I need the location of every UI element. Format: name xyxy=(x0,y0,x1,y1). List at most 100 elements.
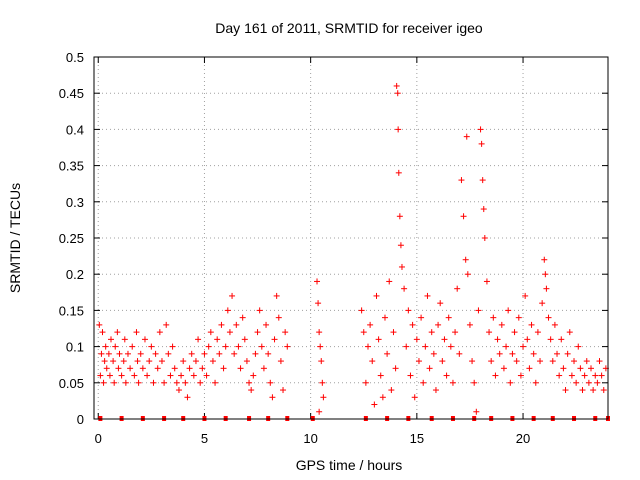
y-tick-label: 0.15 xyxy=(59,303,84,318)
y-axis-ticks: 0 0.05 0.1 0.15 0.2 0.25 0.3 0.35 0.4 0.45 0.5 xyxy=(59,50,608,427)
data-point xyxy=(358,307,365,314)
data-point xyxy=(545,314,552,321)
data-point xyxy=(154,365,161,372)
data-point xyxy=(241,336,248,343)
data-point xyxy=(314,278,321,285)
data-point xyxy=(577,365,584,372)
data-point xyxy=(458,177,465,184)
data-point xyxy=(588,365,595,372)
data-point xyxy=(243,358,250,365)
data-point xyxy=(564,350,571,357)
data-point xyxy=(517,372,524,379)
data-point xyxy=(148,343,155,350)
data-point xyxy=(422,343,429,350)
data-point xyxy=(509,350,516,357)
data-point xyxy=(316,329,323,336)
data-point xyxy=(269,394,276,401)
data-point xyxy=(475,307,482,314)
data-point xyxy=(97,372,104,379)
data-point xyxy=(441,336,448,343)
data-point xyxy=(435,321,442,328)
data-point xyxy=(209,358,216,365)
y-tick-label: 0.25 xyxy=(59,231,84,246)
data-point xyxy=(171,365,178,372)
data-points xyxy=(96,82,610,421)
data-point xyxy=(180,358,187,365)
data-point xyxy=(466,321,473,328)
data-point xyxy=(131,372,138,379)
data-point xyxy=(526,365,533,372)
data-point xyxy=(437,300,444,307)
data-point xyxy=(139,365,146,372)
data-point xyxy=(252,350,259,357)
data-point xyxy=(319,379,326,386)
data-point xyxy=(463,133,470,140)
y-tick-label: 0.3 xyxy=(66,195,84,210)
data-point xyxy=(222,343,229,350)
data-point xyxy=(362,379,369,386)
data-point xyxy=(543,285,550,292)
data-point xyxy=(424,292,431,299)
data-point xyxy=(392,365,399,372)
data-point xyxy=(263,321,270,328)
data-point xyxy=(320,394,327,401)
data-point xyxy=(369,358,376,365)
data-point xyxy=(129,343,136,350)
data-point xyxy=(398,263,405,270)
data-point xyxy=(364,343,371,350)
data-point xyxy=(592,372,599,379)
data-point xyxy=(395,126,402,133)
x-tick-label: 15 xyxy=(410,431,424,446)
data-point xyxy=(173,379,180,386)
data-point xyxy=(381,314,388,321)
y-tick-label: 0.05 xyxy=(59,376,84,391)
data-point xyxy=(178,372,185,379)
data-point xyxy=(229,292,236,299)
data-point xyxy=(360,329,367,336)
data-point xyxy=(600,387,607,394)
data-point xyxy=(201,350,208,357)
x-tick-label: 5 xyxy=(201,431,208,446)
data-point xyxy=(524,336,531,343)
data-point xyxy=(551,321,558,328)
x-axis-ticks: 0 5 10 15 20 xyxy=(95,57,530,446)
data-point xyxy=(462,256,469,263)
y-tick-label: 0.45 xyxy=(59,86,84,101)
chart-title: Day 161 of 2011, SRMTID for receiver ige… xyxy=(215,20,483,36)
x-tick-label: 0 xyxy=(95,431,102,446)
data-point xyxy=(220,365,227,372)
data-point xyxy=(426,365,433,372)
data-point xyxy=(384,350,391,357)
data-point xyxy=(480,206,487,213)
data-point xyxy=(452,329,459,336)
data-point xyxy=(439,358,446,365)
data-point xyxy=(254,329,261,336)
data-point xyxy=(581,372,588,379)
data-point xyxy=(124,350,131,357)
data-point xyxy=(445,314,452,321)
data-point xyxy=(118,372,125,379)
data-point xyxy=(418,314,425,321)
data-point xyxy=(388,387,395,394)
data-point xyxy=(513,358,520,365)
data-point xyxy=(197,379,204,386)
data-point xyxy=(443,372,450,379)
data-point xyxy=(379,394,386,401)
data-point xyxy=(420,379,427,386)
y-tick-label: 0.4 xyxy=(66,122,84,137)
data-point xyxy=(237,365,244,372)
data-point xyxy=(224,307,231,314)
data-point xyxy=(454,285,461,292)
data-point xyxy=(256,307,263,314)
data-point xyxy=(167,372,174,379)
data-point xyxy=(494,336,501,343)
data-point xyxy=(367,321,374,328)
data-point xyxy=(568,372,575,379)
data-point xyxy=(571,358,578,365)
x-axis-label: GPS time / hours xyxy=(296,457,403,473)
data-point xyxy=(478,140,485,147)
data-point xyxy=(488,358,495,365)
data-point xyxy=(102,343,109,350)
data-point xyxy=(573,379,580,386)
data-point xyxy=(235,343,242,350)
